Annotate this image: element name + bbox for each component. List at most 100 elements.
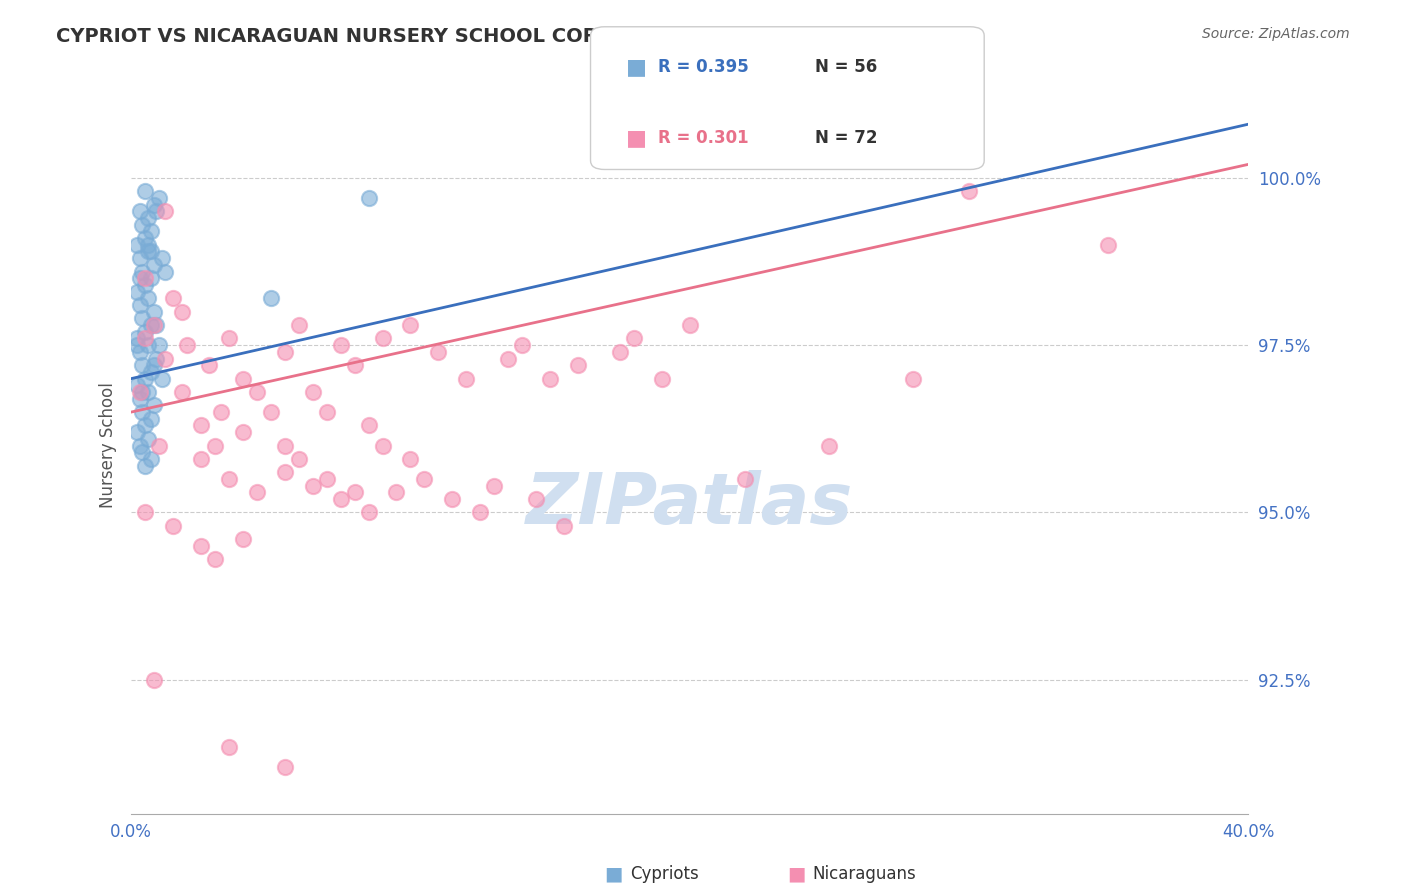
Point — [524, 491, 547, 506]
Text: CYPRIOT VS NICARAGUAN NURSERY SCHOOL CORRELATION CHART: CYPRIOT VS NICARAGUAN NURSERY SCHOOL COR… — [56, 27, 786, 45]
Point — [128, 298, 150, 312]
Point — [301, 384, 323, 399]
Point — [145, 351, 167, 366]
Point — [567, 358, 589, 372]
Point — [274, 344, 297, 359]
Point — [131, 311, 153, 326]
Point — [218, 331, 240, 345]
Point — [901, 371, 924, 385]
Point — [399, 318, 422, 332]
Text: ■: ■ — [605, 864, 623, 884]
Point — [136, 237, 159, 252]
Point — [139, 318, 162, 332]
Point — [128, 344, 150, 359]
Point — [136, 291, 159, 305]
Point — [139, 224, 162, 238]
Point — [343, 485, 366, 500]
Point — [287, 318, 309, 332]
Point — [170, 384, 193, 399]
Point — [131, 264, 153, 278]
Point — [142, 358, 165, 372]
Text: ■: ■ — [787, 864, 806, 884]
Point — [538, 371, 561, 385]
Point — [128, 271, 150, 285]
Point — [125, 425, 148, 439]
Point — [134, 371, 156, 385]
Point — [371, 438, 394, 452]
Text: R = 0.395: R = 0.395 — [658, 58, 749, 76]
Point — [609, 344, 631, 359]
Point — [131, 384, 153, 399]
Point — [145, 318, 167, 332]
Point — [441, 491, 464, 506]
Point — [176, 338, 198, 352]
Point — [204, 438, 226, 452]
Point — [142, 197, 165, 211]
Point — [623, 331, 645, 345]
Point — [134, 231, 156, 245]
Point — [131, 405, 153, 419]
Point — [343, 358, 366, 372]
Point — [413, 472, 436, 486]
Point — [274, 438, 297, 452]
Point — [246, 384, 269, 399]
Point — [150, 251, 173, 265]
Point — [134, 505, 156, 519]
Point — [162, 518, 184, 533]
Y-axis label: Nursery School: Nursery School — [100, 383, 117, 508]
Point — [128, 438, 150, 452]
Point — [496, 351, 519, 366]
Point — [470, 505, 492, 519]
Point — [357, 418, 380, 433]
Point — [142, 398, 165, 412]
Point — [128, 392, 150, 406]
Point — [218, 739, 240, 754]
Point — [139, 411, 162, 425]
Point — [148, 191, 170, 205]
Point — [357, 191, 380, 205]
Text: Nicaraguans: Nicaraguans — [813, 865, 917, 883]
Point — [315, 472, 337, 486]
Point — [128, 251, 150, 265]
Point — [131, 445, 153, 459]
Point — [357, 505, 380, 519]
Point — [131, 218, 153, 232]
Point — [198, 358, 221, 372]
Point — [134, 184, 156, 198]
Point — [148, 338, 170, 352]
Point — [134, 277, 156, 292]
Point — [125, 331, 148, 345]
Point — [190, 539, 212, 553]
Point — [274, 465, 297, 479]
Point — [134, 418, 156, 433]
Point — [204, 552, 226, 566]
Point — [142, 318, 165, 332]
Point — [153, 264, 176, 278]
Point — [232, 425, 254, 439]
Point — [139, 365, 162, 379]
Point — [218, 472, 240, 486]
Point — [139, 244, 162, 259]
Point — [371, 331, 394, 345]
Point — [818, 438, 841, 452]
Point — [678, 318, 700, 332]
Point — [162, 291, 184, 305]
Point — [134, 271, 156, 285]
Text: Source: ZipAtlas.com: Source: ZipAtlas.com — [1202, 27, 1350, 41]
Point — [125, 237, 148, 252]
Point — [232, 532, 254, 546]
Point — [139, 271, 162, 285]
Point — [136, 384, 159, 399]
Point — [153, 204, 176, 219]
Point — [125, 285, 148, 299]
Point — [482, 478, 505, 492]
Point — [139, 451, 162, 466]
Text: R = 0.301: R = 0.301 — [658, 129, 748, 147]
Text: ■: ■ — [626, 57, 647, 77]
Point — [190, 418, 212, 433]
Point — [274, 760, 297, 774]
Point — [148, 438, 170, 452]
Point — [145, 204, 167, 219]
Text: Cypriots: Cypriots — [630, 865, 699, 883]
Text: ZIPatlas: ZIPatlas — [526, 470, 853, 539]
